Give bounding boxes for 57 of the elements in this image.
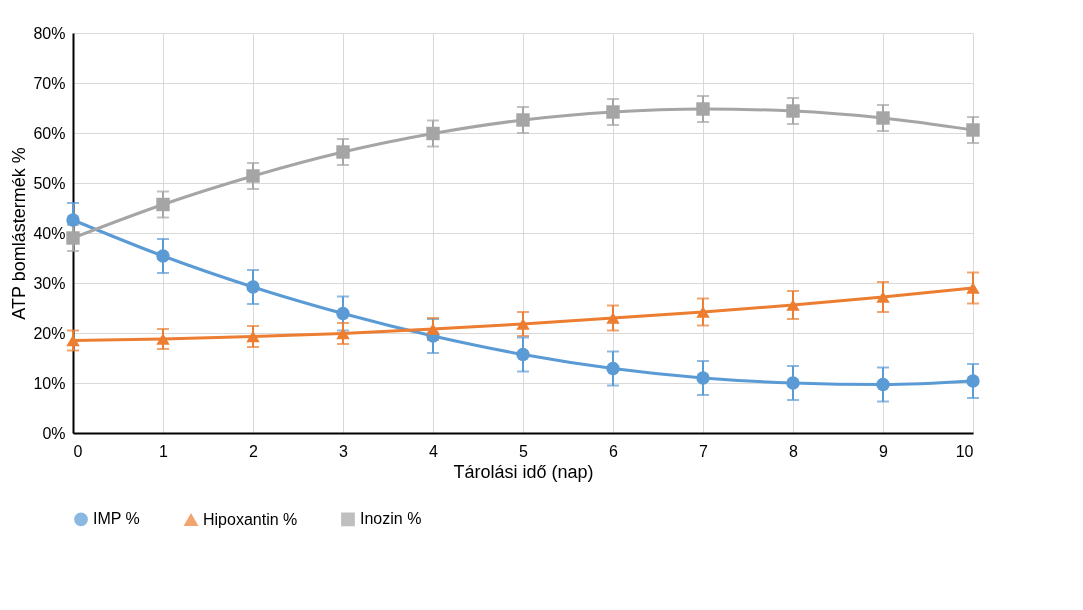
point — [156, 249, 170, 263]
point — [696, 306, 710, 318]
x-tick-label: 6 — [609, 442, 619, 460]
point — [696, 102, 710, 116]
legend-label: Hipoxantin % — [203, 510, 298, 528]
point — [696, 371, 710, 385]
point — [786, 376, 800, 390]
legend-label: IMP % — [93, 510, 140, 528]
y-tick-label: 20% — [33, 324, 66, 342]
y-tick-label: 10% — [33, 374, 66, 392]
y-tick-label: 80% — [33, 24, 66, 42]
point — [876, 377, 890, 392]
point — [966, 123, 980, 137]
point — [876, 111, 890, 125]
point — [66, 213, 80, 227]
point — [966, 282, 980, 294]
x-tick-label: 8 — [789, 442, 799, 460]
point — [336, 306, 350, 321]
x-tick-label: 2 — [249, 442, 259, 460]
x-axis-title: Tárolási idő (nap) — [453, 461, 594, 482]
x-tick-label: 9 — [879, 442, 889, 460]
x-tick-label: 5 — [519, 442, 529, 460]
point — [66, 231, 80, 245]
y-tick-label: 40% — [33, 224, 66, 242]
point — [786, 104, 800, 118]
point — [516, 318, 530, 330]
point — [426, 126, 440, 141]
point — [516, 347, 530, 362]
y-tick-label: 70% — [33, 74, 66, 92]
y-tick-label: 0% — [42, 424, 66, 442]
point — [966, 374, 980, 388]
point — [156, 197, 170, 212]
x-tick-label: 1 — [159, 442, 169, 460]
x-tick-label: 3 — [339, 442, 349, 460]
x-tick-label: 7 — [699, 442, 709, 460]
x-tick-label: 10 — [955, 442, 974, 460]
y-tick-label: 30% — [33, 274, 66, 292]
point — [606, 312, 620, 324]
y-tick-label: 50% — [33, 174, 66, 192]
point — [156, 333, 170, 345]
y-tick-label: 60% — [33, 124, 66, 142]
point — [606, 361, 620, 376]
x-tick-label: 0 — [73, 442, 83, 460]
point — [786, 299, 800, 311]
legend-label: Inozin % — [360, 510, 422, 528]
x-tick-label: 4 — [429, 442, 439, 460]
point — [336, 145, 350, 159]
point — [606, 105, 620, 119]
point — [516, 113, 530, 127]
point — [876, 291, 890, 303]
point — [66, 334, 80, 347]
point — [246, 280, 260, 294]
point — [426, 323, 440, 335]
point — [336, 327, 350, 340]
point — [246, 169, 260, 183]
point — [246, 330, 260, 343]
y-axis-title: ATP bomlástermék % — [9, 147, 30, 320]
